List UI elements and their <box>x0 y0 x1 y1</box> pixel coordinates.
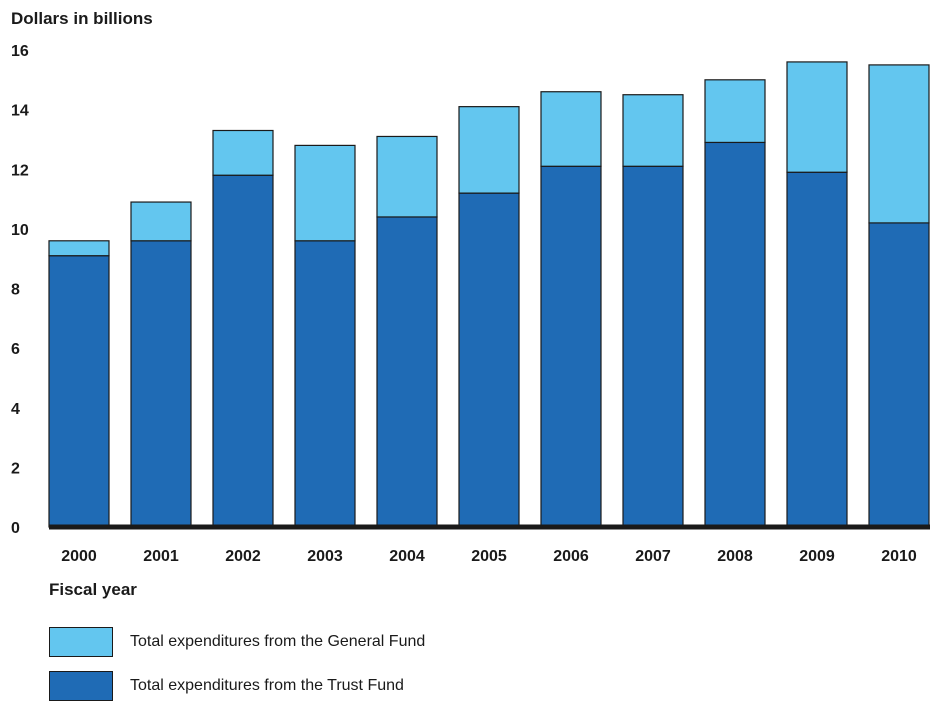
bar-2000-general-fund <box>48 240 110 257</box>
legend-item-trust-fund: Total expenditures from the Trust Fund <box>49 670 425 702</box>
y-tick-label: 8 <box>11 282 20 299</box>
bar-2007-trust-fund <box>622 165 684 528</box>
bar-2001-general-fund <box>130 201 192 242</box>
bar-2002-trust-fund <box>212 174 274 528</box>
bars-group <box>48 61 930 528</box>
x-axis-ticks: 2000 2001 2002 2003 2004 2005 2006 2007 2008 2009… <box>61 548 917 565</box>
x-tick-label: 2005 <box>471 548 507 565</box>
x-tick-label: 2000 <box>61 548 97 565</box>
bar-2010-trust-fund <box>868 222 930 528</box>
x-tick-label: 2001 <box>143 548 179 565</box>
y-tick-label: 4 <box>11 401 20 418</box>
bar-2002-general-fund <box>212 129 274 176</box>
bar-2008-general-fund <box>704 79 766 144</box>
bar-2010-general-fund <box>868 64 930 224</box>
y-tick-label: 16 <box>11 43 29 60</box>
bar-2004-general-fund <box>376 135 438 218</box>
bar-2000-trust-fund <box>48 255 110 528</box>
bar-2006-general-fund <box>540 91 602 167</box>
x-tick-label: 2009 <box>799 548 835 565</box>
y-axis-title: Dollars in billions <box>11 9 153 28</box>
bar-2005-trust-fund <box>458 192 520 528</box>
x-tick-label: 2003 <box>307 548 343 565</box>
y-tick-label: 2 <box>11 460 20 477</box>
bar-2009-trust-fund <box>786 171 848 528</box>
legend-swatch-trust-fund <box>49 671 113 701</box>
y-tick-label: 14 <box>11 103 29 120</box>
legend-label-general-fund: Total expenditures from the General Fund <box>130 633 426 650</box>
x-tick-label: 2004 <box>389 548 425 565</box>
y-tick-label: 12 <box>11 162 29 179</box>
legend-swatch-general-fund <box>49 627 113 657</box>
x-tick-label: 2010 <box>881 548 917 565</box>
legend-item-general-fund: Total expenditures from the General Fund <box>49 626 425 658</box>
bar-2008-trust-fund <box>704 141 766 528</box>
legend-label-trust-fund: Total expenditures from the Trust Fund <box>130 677 404 694</box>
x-tick-label: 2006 <box>553 548 589 565</box>
bar-2009-general-fund <box>786 61 848 173</box>
bar-2001-trust-fund <box>130 240 192 528</box>
y-tick-label: 10 <box>11 222 29 239</box>
bar-2003-general-fund <box>294 144 356 242</box>
bar-2006-trust-fund <box>540 165 602 528</box>
bar-2004-trust-fund <box>376 216 438 528</box>
y-tick-label: 0 <box>11 520 20 537</box>
y-tick-label: 6 <box>11 341 20 358</box>
x-axis-title: Fiscal year <box>49 580 137 599</box>
bar-2003-trust-fund <box>294 240 356 528</box>
x-tick-label: 2008 <box>717 548 753 565</box>
y-axis-ticks: 0 2 4 6 8 10 12 14 16 <box>11 43 29 537</box>
bar-2005-general-fund <box>458 106 520 194</box>
bar-2007-general-fund <box>622 94 684 167</box>
legend: Total expenditures from the General Fund… <box>49 626 425 714</box>
x-tick-label: 2002 <box>225 548 261 565</box>
x-tick-label: 2007 <box>635 548 671 565</box>
